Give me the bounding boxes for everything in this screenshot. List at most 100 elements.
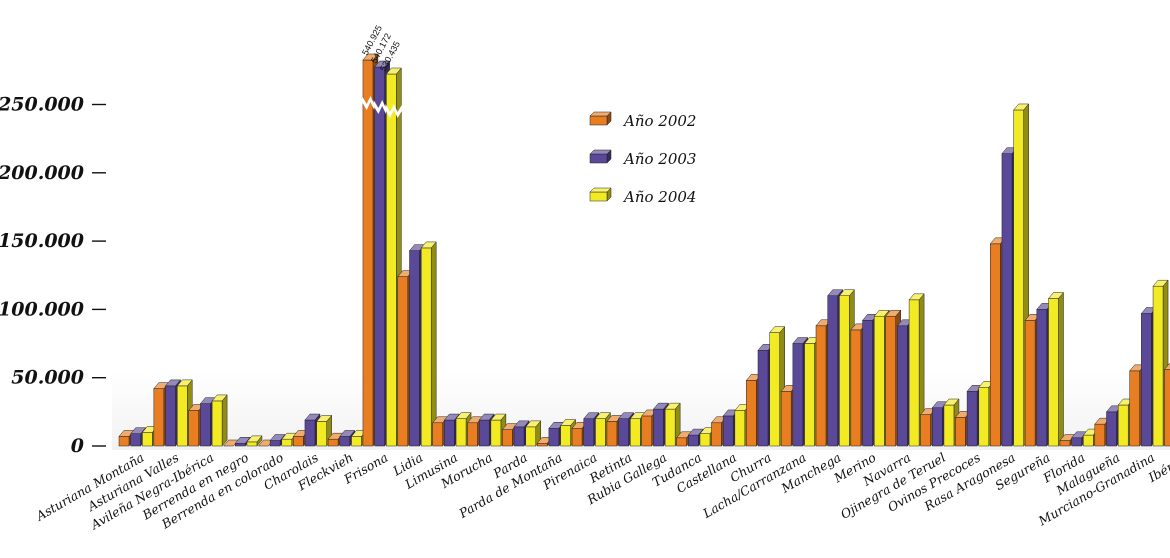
bar-front — [932, 407, 943, 447]
bar-side — [221, 394, 228, 447]
bar-top — [525, 420, 542, 428]
bar — [234, 436, 251, 447]
bar-front — [653, 408, 664, 447]
bar-top — [304, 413, 321, 421]
bar-front — [432, 422, 443, 447]
bar-side — [1058, 291, 1064, 447]
bar-front — [1048, 298, 1059, 447]
bar-front — [420, 247, 432, 447]
bar-front — [630, 418, 641, 447]
legend-item: Año 2003 — [589, 149, 696, 168]
bar-side — [430, 241, 437, 447]
bar-front — [1001, 153, 1013, 447]
bar-front — [1129, 370, 1140, 447]
bar-front — [1013, 109, 1024, 447]
bar-top — [652, 402, 669, 410]
bar-top — [420, 241, 437, 249]
bar-front — [397, 276, 409, 447]
bar-front — [246, 441, 258, 447]
y-tick-label: 200.000 — [0, 162, 84, 184]
bar-front — [804, 343, 815, 447]
bar-front — [467, 422, 478, 447]
bar-front — [966, 391, 978, 447]
bar — [687, 428, 704, 447]
bar-top — [316, 415, 333, 422]
bar-front — [327, 438, 339, 447]
legend-label: Año 2003 — [622, 150, 696, 168]
bar-top — [560, 419, 577, 426]
y-tick-label: 0 — [71, 435, 84, 457]
bar-top — [269, 434, 286, 441]
bar-front — [281, 438, 293, 447]
bar — [420, 241, 437, 447]
bar — [1163, 363, 1170, 447]
bar-top — [455, 412, 472, 419]
bar-front — [235, 443, 246, 447]
bar-top — [943, 398, 960, 406]
legend-item: Año 2002 — [589, 111, 696, 130]
bar-front — [595, 418, 606, 447]
bar-front — [118, 436, 130, 447]
legend: Año 2002 Año 2003 Año 2004 — [589, 111, 696, 206]
bar-front — [200, 403, 211, 447]
y-axis: 0 50.000 100.000 150.000 200.000 250.000 — [0, 94, 106, 457]
bar-front — [1083, 434, 1094, 447]
bar-front — [943, 404, 955, 447]
bar-front — [177, 385, 188, 447]
bar-front — [711, 422, 722, 447]
bar-top — [513, 420, 530, 428]
bar-front — [130, 433, 141, 447]
legend-swatch — [589, 153, 608, 164]
bar-front — [409, 250, 420, 447]
bar-front — [1141, 313, 1152, 447]
bar-front — [1106, 411, 1117, 447]
bar-top — [490, 413, 507, 421]
bar-front — [1036, 309, 1048, 447]
bar-top — [838, 289, 855, 296]
bar-front — [978, 387, 990, 447]
bar-front — [699, 433, 711, 447]
bar-front — [676, 437, 687, 447]
bar-front — [188, 410, 199, 447]
y-tick-label: 150.000 — [0, 230, 84, 252]
bar-front — [548, 427, 560, 447]
bar-top — [362, 53, 379, 61]
bar-front — [862, 320, 873, 447]
bar-front — [897, 325, 908, 447]
bar-top — [769, 326, 786, 333]
bar-front — [1059, 440, 1071, 447]
bar-front — [269, 440, 281, 447]
bar-top — [792, 337, 809, 344]
bar-front — [502, 429, 513, 447]
bar-front — [374, 66, 385, 447]
bar-front — [618, 418, 629, 447]
bar — [211, 394, 228, 447]
bar-front — [1094, 423, 1106, 447]
legend-swatch-top — [589, 149, 612, 155]
bar-top — [583, 412, 600, 419]
bar-front — [362, 59, 374, 447]
bar-front — [792, 343, 804, 447]
bar-front — [351, 436, 362, 447]
bar-top — [211, 394, 228, 402]
bar — [525, 420, 542, 447]
bar-front — [769, 332, 780, 447]
bar — [246, 435, 263, 447]
bar-top — [1013, 103, 1030, 111]
bar-front — [316, 421, 327, 447]
bar-front — [153, 388, 165, 447]
bar-top — [1047, 292, 1065, 299]
bar-front — [908, 299, 920, 447]
bar — [908, 293, 925, 447]
bar-front — [536, 443, 548, 447]
bar-front — [757, 350, 769, 447]
bar-top — [385, 67, 402, 75]
bar-front — [688, 434, 699, 447]
bar-top — [374, 60, 391, 68]
bar-front — [490, 419, 502, 447]
bar-front — [885, 315, 896, 447]
bar-front — [525, 426, 536, 447]
axis-break — [385, 104, 403, 118]
bar-front — [827, 295, 838, 447]
